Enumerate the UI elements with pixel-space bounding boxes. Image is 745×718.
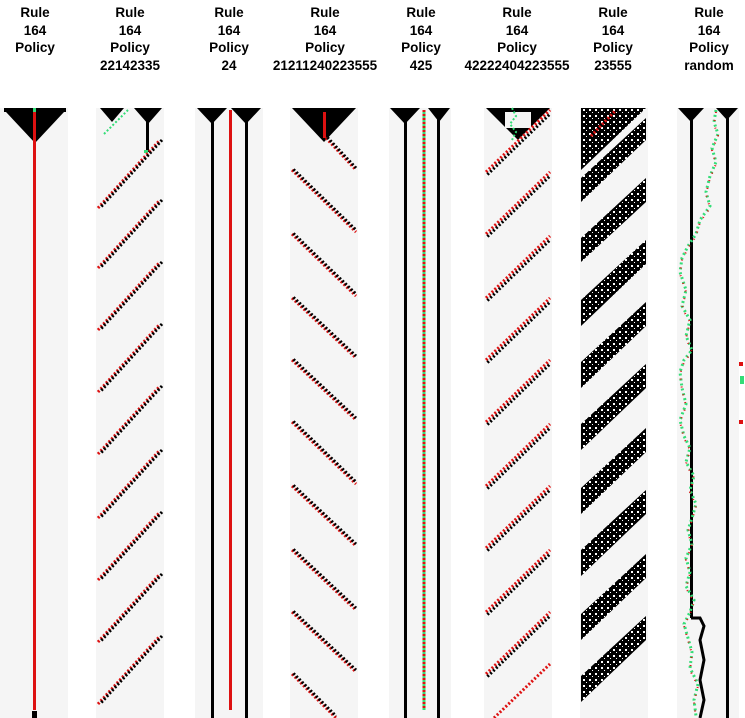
panel-5-background <box>389 108 451 718</box>
panel-6 <box>484 107 552 718</box>
panel-6-inner-void <box>505 112 531 128</box>
panel-4-diagonals <box>290 134 358 718</box>
policy-value: 42222404223555 <box>464 57 570 73</box>
panel-4-red-path <box>323 112 326 138</box>
panel-title-6: Rule 164 Policy 42222404223555 <box>462 4 572 74</box>
panel-8-outlier-red-1 <box>739 362 743 366</box>
policy-label: Policy <box>689 40 729 55</box>
rule-number: 164 <box>697 22 721 38</box>
panel-5-right-triangle <box>428 108 450 122</box>
panel-title-1: Rule 164 Policy <box>0 4 90 57</box>
panel-8-random-path <box>678 109 720 717</box>
panel-title-7: Rule 164 Policy 23555 <box>558 4 668 74</box>
panel-8-outlier-red-2 <box>739 420 743 424</box>
panel-8-random-path-red <box>678 111 720 718</box>
rule-label: Rule <box>20 5 50 20</box>
panel-3-left-triangle <box>197 108 227 124</box>
policy-value: 21211240223555 <box>272 57 378 73</box>
panel-5-left-line <box>404 118 407 718</box>
panel-3-right-line <box>245 118 248 718</box>
rule-number: 164 <box>23 22 47 38</box>
panel-title-4: Rule 164 Policy 21211240223555 <box>270 4 380 74</box>
panel-4 <box>290 108 358 718</box>
rule-label: Rule <box>115 5 145 20</box>
policy-label: Policy <box>497 40 537 55</box>
panel-2-top-triangles <box>100 108 162 153</box>
policy-value: random <box>684 57 734 73</box>
policy-label: Policy <box>15 40 55 55</box>
rule-number: 164 <box>409 22 433 38</box>
panel-8-right-triangle <box>716 108 738 120</box>
panel-5 <box>389 108 451 718</box>
rule-label: Rule <box>406 5 436 20</box>
policy-value: 23555 <box>594 57 632 73</box>
policy-value: 24 <box>221 57 237 73</box>
panel-7-black-wedges <box>581 108 646 702</box>
panel-8-left-triangle <box>678 108 704 122</box>
policy-value: 22142335 <box>99 57 161 73</box>
panel-title-3: Rule 164 Policy 24 <box>174 4 284 74</box>
rule-number: 164 <box>118 22 142 38</box>
panel-title-5: Rule 164 Policy 425 <box>366 4 476 74</box>
panel-7 <box>580 108 648 718</box>
panel-8-right-line <box>726 118 729 718</box>
rule-label: Rule <box>502 5 532 20</box>
panel-3 <box>195 108 263 718</box>
panel-5-right-line <box>437 118 440 718</box>
panel-8-background <box>677 108 739 718</box>
rule-label: Rule <box>598 5 628 20</box>
panel-title-8: Rule 164 Policy random <box>654 4 745 74</box>
panel-2-diagonals <box>96 138 164 706</box>
rule-number: 164 <box>601 22 625 38</box>
panel-3-right-triangle <box>231 108 261 124</box>
policy-value: 425 <box>409 57 433 73</box>
panel-8-black-wander <box>691 616 706 718</box>
rule-label: Rule <box>214 5 244 20</box>
rule-number: 164 <box>217 22 241 38</box>
panel-1-bottom-cell <box>32 711 37 718</box>
policy-label: Policy <box>110 40 150 55</box>
panel-3-left-line <box>211 118 214 718</box>
panel-title-2: Rule 164 Policy 22142335 <box>75 4 185 74</box>
panel-1-red-path <box>33 112 36 710</box>
panel-8-outlier-green <box>740 376 744 384</box>
panel-6-diagonals <box>484 108 552 718</box>
policy-label: Policy <box>401 40 441 55</box>
panel-8-left-line <box>690 118 693 618</box>
panel-1 <box>0 108 68 718</box>
rule-label: Rule <box>694 5 724 20</box>
panel-3-red-path <box>229 110 232 710</box>
policy-label: Policy <box>209 40 249 55</box>
panel-1-green-marker <box>33 108 36 112</box>
panel-5-left-triangle <box>390 108 420 124</box>
panel-8 <box>677 108 744 718</box>
panel-6-green-path <box>508 107 518 141</box>
rule-number: 164 <box>313 22 337 38</box>
panel-2 <box>96 108 164 718</box>
policy-label: Policy <box>593 40 633 55</box>
rule-number: 164 <box>505 22 529 38</box>
rule-label: Rule <box>310 5 340 20</box>
policy-label: Policy <box>305 40 345 55</box>
